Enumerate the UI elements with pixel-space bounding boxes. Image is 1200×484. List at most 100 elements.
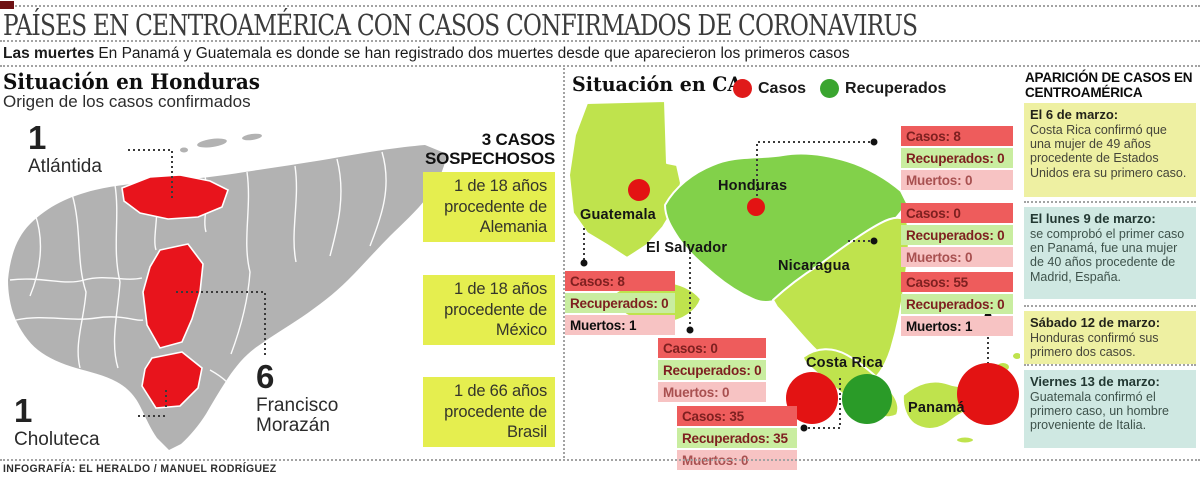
region-atlantida-shape [121,174,229,220]
legend-item-casos: Casos [733,79,806,98]
stat-recovered: Recuperados: 35 [677,428,797,448]
country-label-honduras: Honduras [718,178,788,194]
caribbean-islet-2 [1011,351,1020,361]
honduras-landmass [8,145,447,450]
region-name: Francisco Morazán [256,395,339,437]
page-title: PAÍSES EN CENTROAMÉRICA CON CASOS CONFIR… [3,8,918,42]
stat-deaths: Muertos: 1 [901,316,1013,336]
region-count: 6 [256,358,275,395]
timeline-date: El 6 de marzo: [1030,107,1119,122]
stats-costa-rica: Casos: 35 Recuperados: 35 Muertos: 0 [677,406,797,472]
recovered-legend-dot-icon [820,79,840,98]
country-guatemala-shape [568,100,682,259]
country-label-guatemala: Guatemala [580,207,656,223]
stat-recovered: Recuperados: 0 [901,294,1013,314]
stats-nicaragua: Casos: 0 Recuperados: 0 Muertos: 0 [901,203,1013,269]
region-name: Choluteca [14,429,100,450]
honduras-section-title: Situación en Honduras [3,69,261,94]
panama-islands [955,435,975,445]
stat-cases: Casos: 8 [901,126,1013,146]
region-count: 1 [14,392,33,429]
leader-atlantida [128,149,173,201]
recovered-circle-costa-rica [842,374,892,424]
stats-honduras: Casos: 8 Recuperados: 0 Muertos: 0 [901,126,1013,192]
lead-keyword: Las muertes [3,45,95,62]
region-francisco-morazan-shape [142,243,204,349]
region-label-choluteca: 1 Choluteca [14,394,100,450]
country-label-el-salvador: El Salvador [646,240,728,256]
timeline-date: El lunes 9 de marzo: [1030,211,1156,226]
credit-line: INFOGRAFÍA: EL HERALDO / MANUEL RODRÍGUE… [3,463,277,475]
ca-section-title: Situación en CA [572,72,743,96]
leader-honduras-stats [756,141,870,206]
cases-circle-costa-rica [786,372,838,424]
map-legend: Casos Recuperados [733,79,946,98]
leader-dot [870,138,878,146]
cases-legend-dot-icon [733,79,752,98]
stat-recovered: Recuperados: 0 [901,148,1013,168]
bay-island-tiny [180,147,188,153]
suspects-title: 3 CASOS SOSPECHOSOS [424,130,555,168]
stat-cases: Casos: 8 [565,271,675,291]
stat-cases: Casos: 35 [677,406,797,426]
timeline-date: Sábado 12 de marzo: [1030,315,1161,330]
legend-label: Casos [758,79,807,97]
affected-departments [121,174,229,409]
stat-cases: Casos: 0 [658,338,766,358]
timeline-text: Costa Rica confirmó que una mujer de 49 … [1030,122,1187,180]
bay-islands [197,138,227,148]
region-count: 1 [28,119,47,156]
suspect-case-box: 1 de 18 años procedente de Alemania [423,172,555,242]
footer-rule [0,459,1200,461]
region-name: Atlántida [28,156,102,177]
honduras-map [8,133,447,450]
cases-dot-honduras [747,198,765,216]
region-label-francisco-morazan: 6 Francisco Morazán [256,360,366,436]
country-label-panama: Panamá [908,400,965,416]
timeline-entry: El 6 de marzo: Costa Rica confirmó que u… [1024,103,1196,197]
stat-cases: Casos: 55 [901,272,1013,292]
stat-cases: Casos: 0 [901,203,1013,223]
legend-label: Recuperados [845,79,947,97]
region-label-atlantida: 1 Atlántida [28,121,102,177]
honduras-section-subtitle: Origen de los casos confirmados [3,92,251,111]
leader-dot [580,259,588,267]
leader-dot [800,424,808,432]
stats-el-salvador: Casos: 0 Recuperados: 0 Muertos: 0 [658,338,766,404]
country-label-nicaragua: Nicaragua [778,258,850,274]
stats-guatemala: Casos: 8 Recuperados: 0 Muertos: 1 [565,271,675,337]
stat-recovered: Recuperados: 0 [901,225,1013,245]
timeline-separator [1024,201,1196,203]
suspect-case-box: 1 de 66 años procedente de Brasil [423,377,555,447]
suspect-case-box: 1 de 18 años procedente de México [423,275,555,345]
bay-island-small [242,133,262,141]
top-rule [0,5,1200,7]
leader-dot [686,326,694,334]
stat-deaths: Muertos: 1 [565,315,675,335]
legend-item-recuperados: Recuperados [820,79,946,98]
timeline-separator [1024,305,1196,307]
timeline-entry: Sábado 12 de marzo: Honduras confirmó su… [1024,311,1196,365]
department-borders [9,151,387,407]
timeline-entry: El lunes 9 de marzo: se comprobó el prim… [1024,207,1196,299]
lead-text: En Panamá y Guatemala es donde se han re… [98,45,850,62]
country-label-costa-rica: Costa Rica [806,355,883,371]
timeline-text: se comprobó el primer caso en Panamá, fu… [1030,226,1185,284]
timeline-date: Viernes 13 de marzo: [1030,374,1160,389]
stat-recovered: Recuperados: 0 [658,360,766,380]
stat-deaths: Muertos: 0 [901,170,1013,190]
section-divider [563,68,565,458]
cases-circle-panama [957,363,1019,425]
region-choluteca-shape [141,351,203,409]
timeline-text: Guatemala confirmó el primero caso, un h… [1030,389,1169,433]
leader-dot [870,237,878,245]
stat-deaths: Muertos: 0 [901,247,1013,267]
leader-costa-rica-stats [808,378,841,429]
lead-rule [0,65,1200,67]
stat-deaths: Muertos: 0 [658,382,766,402]
timeline-text: Honduras confirmó sus primero dos casos. [1030,330,1159,360]
title-rule [0,40,1200,42]
leader-francisco-morazan [176,291,266,358]
